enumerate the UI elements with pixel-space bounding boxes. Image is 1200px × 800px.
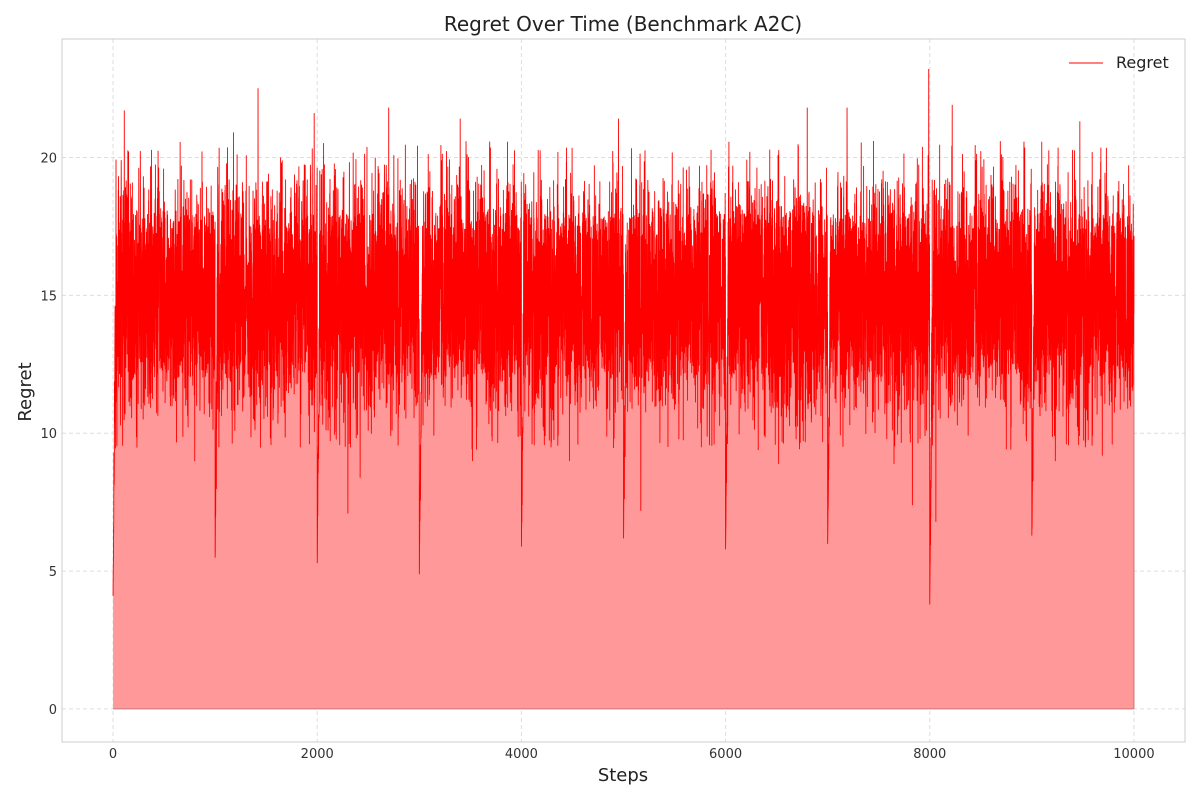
y-tick-label: 15 (40, 289, 57, 304)
legend-label: Regret (1116, 53, 1169, 72)
x-tick-label: 10000 (1113, 747, 1154, 762)
x-axis-ticks: 0 2000 4000 6000 8000 10000 (109, 747, 1155, 762)
x-tick-label: 2000 (301, 747, 334, 762)
x-tick-label: 4000 (505, 747, 538, 762)
plot-frame (61, 38, 1186, 743)
regret-area-fill (113, 69, 1134, 709)
y-tick-label: 10 (40, 427, 57, 442)
y-tick-label: 5 (49, 565, 57, 580)
x-tick-label: 0 (109, 747, 117, 762)
chart-title: Regret Over Time (Benchmark A2C) (444, 12, 802, 36)
legend: Regret (1069, 53, 1169, 72)
y-axis-label: Regret (15, 362, 36, 421)
x-axis-label: Steps (598, 765, 648, 786)
plot-area (112, 68, 1135, 710)
x-tick-label: 8000 (913, 747, 946, 762)
x-tick-label: 6000 (709, 747, 742, 762)
y-axis-ticks: 0 5 10 15 20 (40, 152, 57, 718)
y-tick-label: 20 (40, 152, 57, 167)
y-tick-label: 0 (49, 703, 57, 718)
regret-line (112, 68, 1135, 605)
